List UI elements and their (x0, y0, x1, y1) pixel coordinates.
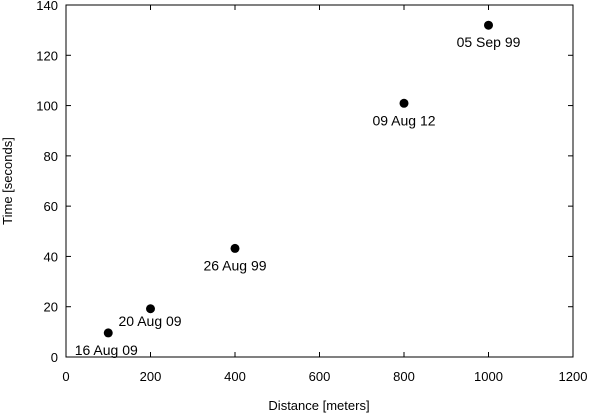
x-tick-label: 600 (309, 369, 331, 384)
data-point-label: 20 Aug 09 (119, 313, 182, 329)
x-tick-label: 1200 (559, 369, 588, 384)
y-tick-label: 40 (44, 249, 58, 264)
data-point-label: 05 Sep 99 (457, 34, 521, 50)
axis-ticks (65, 4, 574, 358)
x-tick-label: 800 (393, 369, 415, 384)
y-tick-label: 80 (44, 149, 58, 164)
x-tick-label: 1000 (474, 369, 503, 384)
x-tick-label: 400 (224, 369, 246, 384)
y-tick-label: 140 (36, 0, 58, 13)
data-points (103, 20, 493, 338)
data-point (484, 20, 493, 30)
y-tick-label: 20 (44, 300, 58, 315)
data-point-label: 26 Aug 99 (203, 257, 266, 273)
data-point (103, 328, 113, 338)
x-tick-label: 0 (62, 369, 69, 384)
data-point-label: 09 Aug 12 (372, 112, 435, 128)
y-tick-label: 120 (36, 48, 58, 63)
data-point-label: 16 Aug 09 (75, 342, 138, 358)
axis-tick-labels: 0 200 400 600 800 1000 1200 0 20 40 60 80 100 120 140 (36, 0, 587, 384)
data-point (230, 243, 240, 253)
data-point-labels: 16 Aug 09 20 Aug 09 26 Aug 99 09 Aug 12 05 S… (75, 34, 521, 358)
data-point (399, 98, 409, 108)
x-axis-title: Distance [meters] (268, 398, 369, 413)
y-tick-label: 0 (51, 350, 58, 365)
x-tick-label: 200 (140, 369, 162, 384)
y-tick-label: 60 (44, 199, 58, 214)
y-axis-title: Time [seconds] (0, 137, 15, 225)
y-tick-label: 100 (36, 99, 58, 114)
plot-frame (65, 4, 574, 358)
data-point (146, 304, 155, 314)
